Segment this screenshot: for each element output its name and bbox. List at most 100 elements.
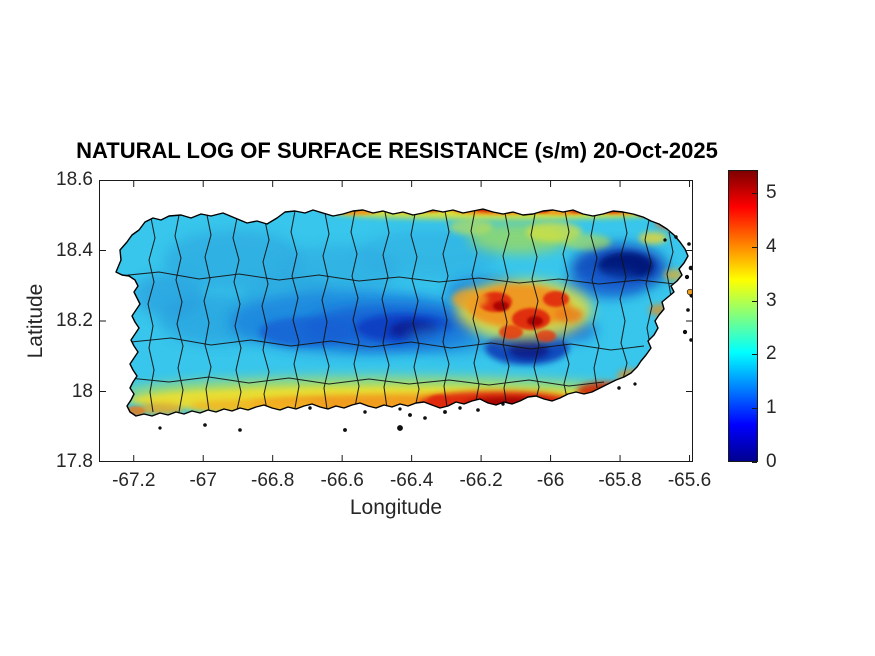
offshore-islets [158,235,693,432]
islet [423,416,427,420]
municipality-line [147,217,156,413]
islet [398,407,402,411]
colorbar-tick-label: 1 [766,397,777,419]
islet [686,308,690,312]
heatmap-raster [116,209,688,416]
x-tick-label: -66.6 [320,470,364,491]
islet [687,242,691,246]
heat-blob [428,395,450,407]
colorbar-tick-mark [752,246,757,248]
colorbar-tick-label: 0 [766,451,777,472]
heat-blob [359,230,499,280]
islet [363,410,367,414]
colorbar-tick-label: 3 [766,289,777,311]
x-tick-label: -65.8 [598,470,642,491]
islet [501,402,505,406]
heat-blob [452,289,488,309]
x-axis-label: Longitude [349,496,443,519]
heat-blob [655,215,687,229]
colorbar-tick-label: 4 [766,235,777,257]
islet [684,274,690,280]
x-tick-label: -66.2 [459,470,503,491]
municipality-line [130,337,645,351]
heat-blob [536,330,556,342]
heat-blob [564,271,644,299]
colorbar-tick-mark [752,408,757,410]
municipality-line [590,214,600,389]
puerto-rico-heatmap [99,180,693,462]
municipality-line [561,210,570,399]
heat-blob [509,341,549,359]
y-tick-label: 18.2 [56,310,93,331]
axis-tick-marks [100,180,692,462]
municipality-line [350,210,360,408]
coastline-outline [115,208,689,417]
municipality-line [470,209,480,407]
islet [203,423,207,427]
heat-blob [449,219,493,235]
y-tick-label: 17.8 [56,451,93,472]
municipality-line [321,212,330,410]
axes-box [99,180,693,462]
colorbar-tick-mark [752,300,757,302]
heat-blob [259,317,349,347]
municipality-line [128,376,605,387]
heat-blob [474,209,500,212]
heat-blob [164,230,304,290]
islet [308,406,312,410]
colorbar-tick-label: 2 [766,343,777,365]
islet [688,265,693,271]
colorbar-tick-mark [752,462,757,463]
municipality-line [530,213,540,405]
heat-blob [555,307,583,323]
colorbar-tick-mark [752,354,757,356]
islet [408,413,412,417]
municipality-line [203,214,212,412]
colorbar-tick-mark [752,193,757,195]
y-axis-label: Latitude [24,283,47,359]
heat-blob [617,369,645,383]
colorbar-tick-label: 5 [766,182,777,204]
x-tick-label: -66.8 [251,470,295,491]
x-tick-label: -66 [536,470,565,491]
islet [686,288,693,296]
y-tick-label: 18.4 [56,239,93,261]
islet [617,386,621,390]
heat-blob [527,316,543,326]
islet [343,428,347,432]
x-tick-label: -67.2 [112,470,156,491]
heat-blob [674,223,688,231]
municipality-line [174,214,184,413]
islet [238,428,242,432]
heat-blob [563,234,611,250]
municipality-line [410,213,420,409]
islet [674,235,678,239]
plot-title: NATURAL LOG OF SURFACE RESISTANCE (s/m) … [76,138,718,163]
heat-blob [404,326,494,354]
municipality-line [290,210,300,409]
x-tick-label: -67 [189,470,217,491]
islet [663,238,667,242]
colorbar [728,170,758,462]
municipality-line [441,210,450,408]
x-tick-label: -66.4 [389,470,434,491]
y-tick-label: 18.6 [56,169,93,190]
heat-blob [577,382,631,400]
islet [633,382,637,386]
islet [476,408,480,412]
municipality-boundaries [118,209,676,413]
islet [158,426,162,430]
y-tick-label: 18 [71,380,93,402]
plot-area [99,180,693,462]
islet [689,338,693,342]
heat-blob [543,291,569,307]
municipality-line [118,271,676,285]
municipality-line [381,211,390,409]
municipality-line [501,212,510,408]
heat-blob [493,301,509,311]
municipality-line [619,211,628,380]
heat-blob [499,325,523,339]
islet [682,329,688,335]
islet [443,410,447,414]
